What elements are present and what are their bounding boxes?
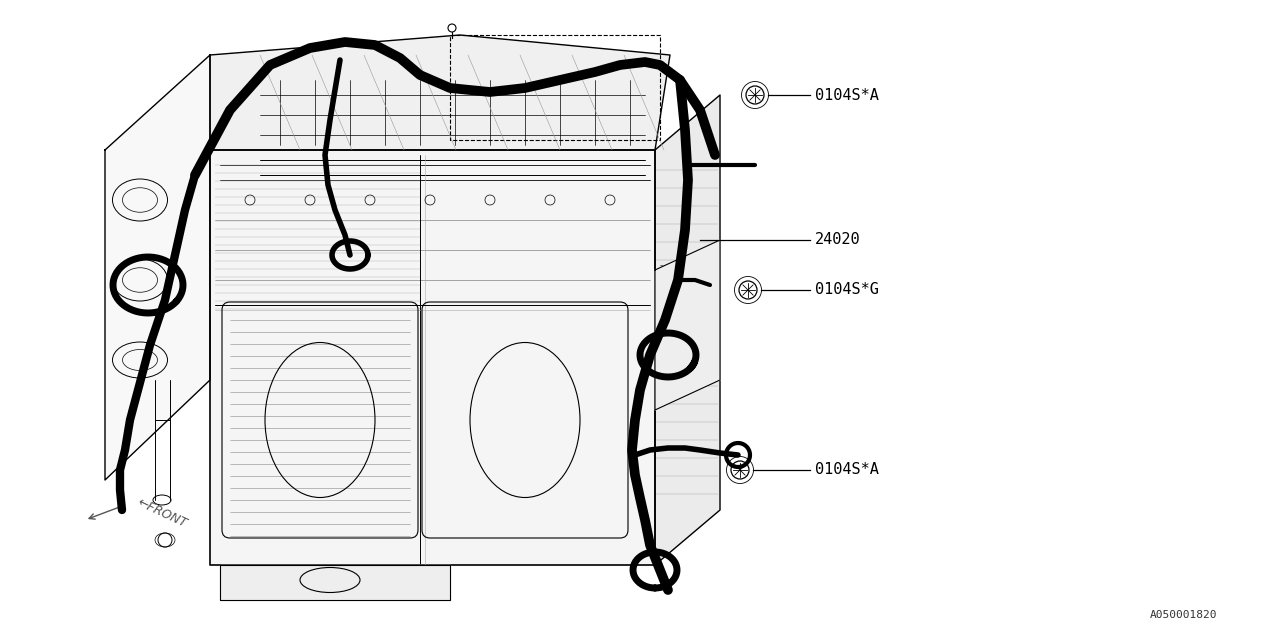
Polygon shape [655,95,719,565]
Polygon shape [220,565,451,600]
Text: A050001820: A050001820 [1149,610,1217,620]
Text: ←FRONT: ←FRONT [134,496,188,530]
Text: 0104S*G: 0104S*G [815,282,879,298]
Text: 24020: 24020 [815,232,860,248]
Polygon shape [210,35,669,150]
Polygon shape [105,55,210,480]
Polygon shape [655,240,719,410]
Text: 0104S*A: 0104S*A [815,88,879,102]
Polygon shape [210,150,655,565]
Text: 0104S*A: 0104S*A [815,463,879,477]
